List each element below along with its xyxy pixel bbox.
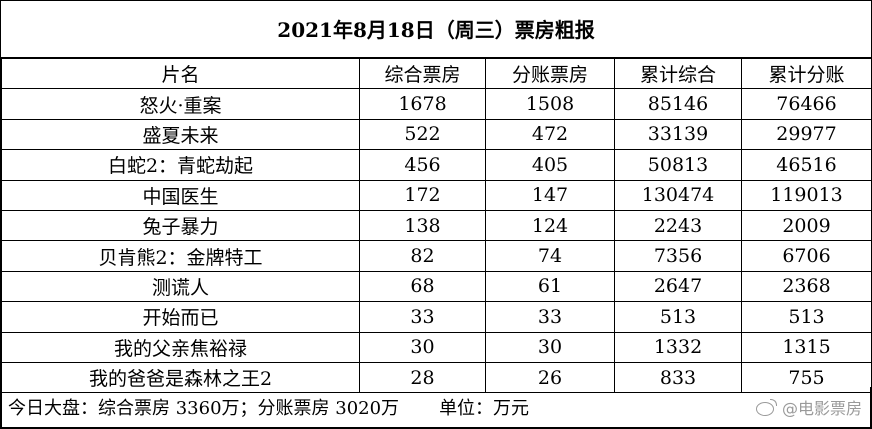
table-row: 兔子暴力 138 124 2243 2009 [1,209,872,242]
cell-daily-gross: 456 [359,149,486,181]
cell-film-name: 我的爸爸是森林之王2 [1,361,360,394]
cell-total-split: 6706 [741,240,872,272]
box-office-table: 片名 综合票房 分账票房 累计综合 累计分账 怒火·重案 1678 1508 8514… [1,57,872,394]
cell-daily-split: 30 [485,331,615,363]
table-row: 中国医生 172 147 130474 119013 [1,179,872,211]
summary-text: 今日大盘：综合票房 3360万；分账票房 3020万 [8,398,400,419]
cell-total-gross: 833 [614,361,742,394]
cell-film-name: 兔子暴力 [1,209,360,242]
cell-daily-gross: 28 [359,361,486,394]
watermark: @电影票房 [755,395,862,419]
cell-film-name: 中国医生 [1,179,360,211]
daily-summary: 今日大盘：综合票房 3360万；分账票房 3020万 单位：万元 [1,387,871,428]
cell-daily-split: 61 [485,270,615,303]
cell-daily-gross: 522 [359,118,486,151]
table-row: 我的爸爸是森林之王2 28 26 833 755 [1,361,872,394]
table-row: 盛夏未来 522 472 33139 29977 [1,118,872,151]
header-total-split: 累计分账 [741,57,872,90]
cell-daily-gross: 68 [359,270,486,303]
table-row: 开始而已 33 33 513 513 [1,301,872,333]
cell-total-split: 1315 [741,331,872,363]
cell-daily-split: 472 [485,118,615,151]
table-row: 我的父亲焦裕禄 30 30 1332 1315 [1,331,872,363]
watermark-text: @电影票房 [781,399,862,418]
cell-total-split: 119013 [741,179,872,211]
cell-total-gross: 1332 [614,331,742,363]
cell-film-name: 测谎人 [1,270,360,303]
weibo-icon [755,399,778,416]
cell-total-gross: 2647 [614,270,742,303]
cell-film-name: 怒火·重案 [1,88,360,120]
cell-daily-split: 147 [485,179,615,211]
cell-daily-split: 124 [485,209,615,242]
cell-total-split: 76466 [741,88,872,120]
cell-total-split: 2009 [741,209,872,242]
cell-total-gross: 130474 [614,179,742,211]
cell-total-gross: 33139 [614,118,742,151]
cell-daily-split: 33 [485,301,615,333]
cell-film-name: 盛夏未来 [1,118,360,151]
cell-daily-gross: 82 [359,240,486,272]
table-row: 测谎人 68 61 2647 2368 [1,270,872,303]
cell-film-name: 白蛇2：青蛇劫起 [1,149,360,181]
table-row: 白蛇2：青蛇劫起 456 405 50813 46516 [1,149,872,181]
cell-total-split: 2368 [741,270,872,303]
cell-daily-split: 74 [485,240,615,272]
cell-film-name: 我的父亲焦裕禄 [1,331,360,363]
unit-text: 单位：万元 [439,398,530,419]
table-row: 贝肯熊2：金牌特工 82 74 7356 6706 [1,240,872,272]
table-header-row: 片名 综合票房 分账票房 累计综合 累计分账 [1,57,872,90]
cell-total-gross: 50813 [614,149,742,181]
cell-daily-split: 405 [485,149,615,181]
cell-daily-split: 1508 [485,88,615,120]
cell-total-gross: 2243 [614,209,742,242]
cell-total-gross: 7356 [614,240,742,272]
cell-total-gross: 513 [614,301,742,333]
cell-total-gross: 85146 [614,88,742,120]
header-daily-gross: 综合票房 [359,57,486,90]
cell-daily-gross: 33 [359,301,486,333]
header-total-gross: 累计综合 [614,57,742,90]
report-title: 2021年8月18日（周三）票房粗报 [0,0,872,58]
cell-daily-gross: 30 [359,331,486,363]
cell-film-name: 开始而已 [1,301,360,333]
cell-daily-gross: 1678 [359,88,486,120]
table-row: 怒火·重案 1678 1508 85146 76466 [1,88,872,120]
cell-film-name: 贝肯熊2：金牌特工 [1,240,360,272]
cell-total-split: 46516 [741,149,872,181]
header-daily-split: 分账票房 [485,57,615,90]
cell-daily-gross: 172 [359,179,486,211]
cell-total-split: 29977 [741,118,872,151]
cell-daily-gross: 138 [359,209,486,242]
cell-total-split: 513 [741,301,872,333]
header-film-name: 片名 [1,57,360,90]
